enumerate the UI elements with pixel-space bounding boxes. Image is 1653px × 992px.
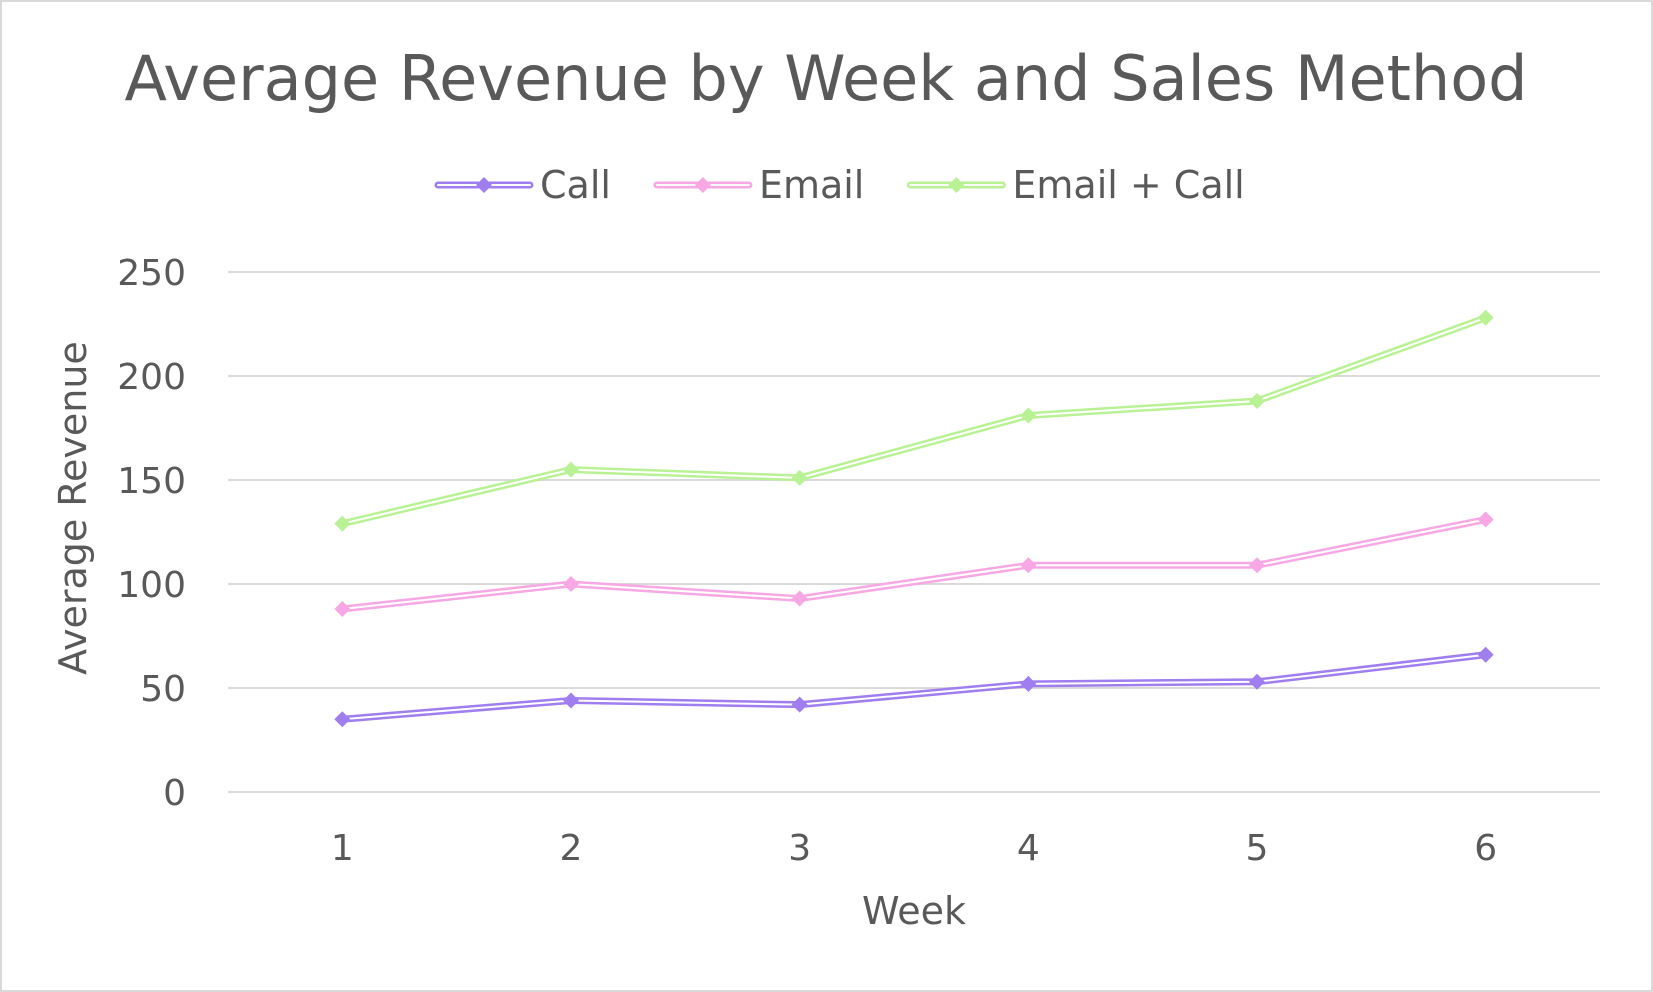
series-layer [334,309,1494,728]
y-tick-label-1: 50 [140,669,186,710]
data-point-0-4 [1249,673,1265,690]
x-tick-label-5: 6 [1474,828,1497,869]
series-line-inner-2 [341,316,1487,525]
data-point-0-0 [334,711,351,728]
x-tick-label-3: 4 [1017,828,1040,869]
data-point-1-0 [334,600,351,617]
legend: Call Email Email + Call [434,163,1245,207]
chart-title: Average Revenue by Week and Sales Method [125,42,1528,115]
data-point-0-2 [791,696,808,713]
series-0 [334,646,1494,728]
series-line-1 [338,516,1490,613]
data-point-1-1 [563,576,579,592]
series-line-2 [338,314,1490,528]
x-tick-label-4: 5 [1246,828,1269,869]
legend-item-2: Email + Call [906,163,1245,207]
y-tick-label-3: 150 [117,461,186,502]
legend-label-1: Email [759,163,864,207]
y-tick-label-2: 100 [117,565,186,606]
legend-marker-0 [476,177,492,193]
x-tick-label-1: 2 [560,828,583,869]
x-axis-title: Week [862,889,966,933]
x-tick-label-0: 1 [331,828,354,869]
legend-item-0: Call [434,163,611,207]
data-point-0-5 [1477,646,1494,663]
y-tick-label-4: 200 [117,357,186,398]
legend-label-2: Email + Call [1012,163,1244,207]
data-point-2-0 [334,515,351,532]
data-point-2-1 [563,461,579,478]
x-tick-label-2: 3 [788,828,811,869]
series-1 [334,511,1494,617]
y-axis-ticks: 0 50 100 150 200 250 [117,253,186,814]
data-point-2-4 [1249,392,1265,409]
series-line-0 [338,651,1490,723]
data-point-0-1 [563,692,579,709]
legend-marker-2 [948,177,965,193]
data-point-2-2 [791,469,808,486]
y-tick-label-5: 250 [117,253,186,294]
data-point-1-4 [1249,557,1265,574]
legend-marker-1 [694,177,711,193]
series-line-inner-1 [341,518,1487,610]
y-axis-title: Average Revenue [51,341,95,675]
data-point-1-3 [1020,557,1037,574]
data-point-1-5 [1477,511,1494,528]
data-point-2-5 [1477,309,1494,326]
series-line-inner-0 [341,653,1487,721]
data-point-1-2 [791,590,808,607]
legend-label-0: Call [540,163,611,207]
legend-item-1: Email [653,163,864,207]
series-2 [334,309,1494,532]
y-tick-label-0: 0 [163,773,186,814]
data-point-0-3 [1020,675,1037,692]
data-point-2-3 [1020,407,1037,424]
x-axis-ticks: 1 2 3 4 5 6 [331,828,1497,869]
